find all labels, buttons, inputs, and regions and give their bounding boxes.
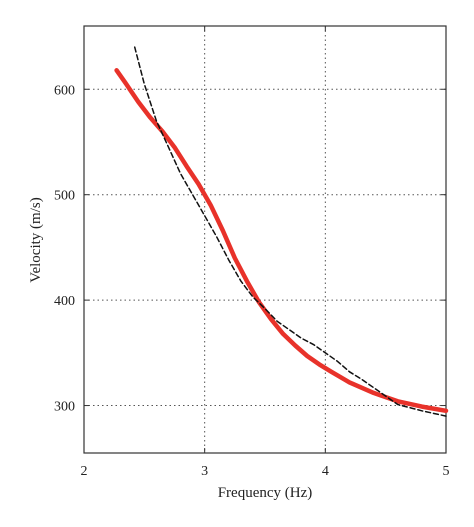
y-tick-label: 500 xyxy=(54,189,75,204)
x-axis-label: Frequency (Hz) xyxy=(218,485,313,501)
dashed-series-line xyxy=(133,46,447,417)
solid-series-line xyxy=(114,68,449,414)
data-series xyxy=(114,46,449,417)
gridlines xyxy=(84,26,446,453)
x-tick-label: 5 xyxy=(443,464,450,479)
y-tick-labels: 300 400 500 600 xyxy=(54,83,75,414)
y-tick-label: 400 xyxy=(54,294,75,309)
x-tick-label: 4 xyxy=(322,464,329,479)
y-axis-label: Velocity (m/s) xyxy=(28,197,44,282)
y-tick-label: 600 xyxy=(54,83,75,98)
tick-marks xyxy=(83,26,447,453)
y-tick-label: 300 xyxy=(54,400,75,415)
x-tick-label: 2 xyxy=(81,464,88,479)
x-tick-labels: 2 3 4 5 xyxy=(81,464,450,479)
plot-frame xyxy=(83,25,447,454)
x-tick-label: 3 xyxy=(201,464,208,479)
